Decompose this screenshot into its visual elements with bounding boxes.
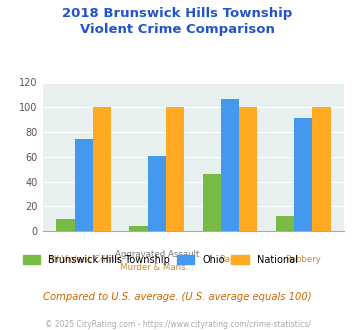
Text: 2018 Brunswick Hills Township
Violent Crime Comparison: 2018 Brunswick Hills Township Violent Cr… — [62, 7, 293, 36]
Text: Robbery: Robbery — [285, 255, 321, 264]
Bar — [294, 118, 312, 231]
Bar — [276, 216, 294, 231]
Text: Murder & Mans...: Murder & Mans... — [120, 263, 193, 272]
Legend: Brunswick Hills Township, Ohio, National: Brunswick Hills Township, Ohio, National — [19, 251, 301, 269]
Bar — [56, 218, 75, 231]
Bar — [312, 107, 331, 231]
Bar — [148, 155, 166, 231]
Text: Compared to U.S. average. (U.S. average equals 100): Compared to U.S. average. (U.S. average … — [43, 292, 312, 302]
Bar — [130, 226, 148, 231]
Text: Aggravated Assault: Aggravated Assault — [115, 250, 199, 259]
Bar — [221, 99, 239, 231]
Bar — [93, 107, 111, 231]
Bar — [203, 174, 221, 231]
Bar — [75, 139, 93, 231]
Text: All Violent Crime: All Violent Crime — [48, 255, 120, 264]
Bar — [166, 107, 184, 231]
Text: Rape: Rape — [219, 255, 241, 264]
Bar — [239, 107, 257, 231]
Text: © 2025 CityRating.com - https://www.cityrating.com/crime-statistics/: © 2025 CityRating.com - https://www.city… — [45, 320, 310, 329]
